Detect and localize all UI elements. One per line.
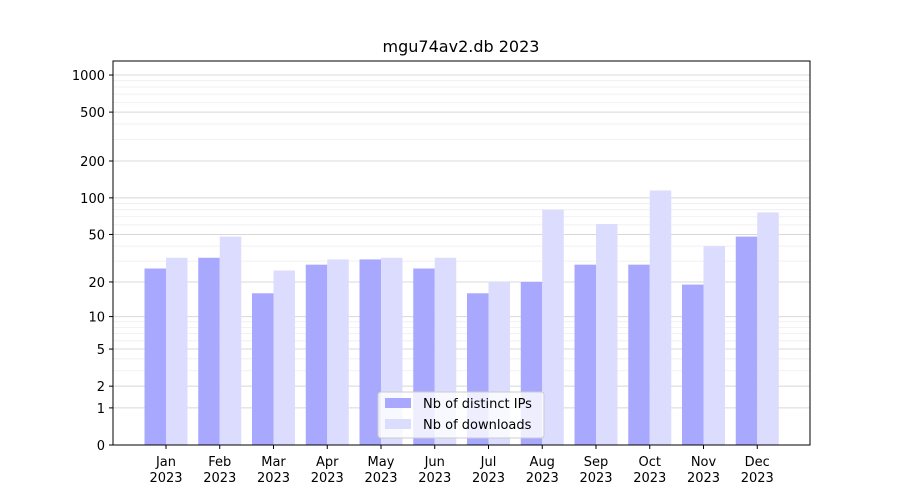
bar-distinct-ips-9: [574, 264, 596, 445]
x-tick-label: Dec 2023: [741, 455, 774, 486]
bar-downloads-11: [703, 246, 725, 445]
bar-distinct-ips-4: [305, 264, 328, 445]
y-tick-label: 5: [97, 343, 105, 358]
x-tick-label: Oct 2023: [633, 455, 666, 486]
y-tick-label: 1000: [72, 69, 105, 84]
bar-distinct-ips-10: [628, 264, 650, 445]
y-tick-label: 20: [88, 276, 105, 291]
x-tick-label: Jul 2023: [472, 455, 505, 486]
bar-distinct-ips-2: [198, 257, 220, 445]
x-tick-label: May 2023: [364, 455, 397, 486]
bar-downloads-12: [757, 212, 779, 445]
legend-swatch-downloads: [385, 419, 411, 429]
bar-distinct-ips-5: [359, 259, 381, 445]
bar-downloads-4: [327, 259, 349, 445]
x-tick-label: Jun 2023: [418, 455, 451, 486]
bar-downloads-9: [596, 223, 618, 445]
chart-title: mgu74av2.db 2023: [383, 37, 540, 56]
y-tick-label: 10: [88, 311, 105, 326]
x-tick-label: Jan 2023: [149, 455, 182, 486]
bar-downloads-3: [273, 270, 295, 445]
legend: Nb of distinct IPs Nb of downloads: [377, 391, 545, 439]
x-tick-label: Apr 2023: [311, 455, 344, 486]
bar-downloads-8: [542, 209, 564, 445]
legend-label-downloads: Nb of downloads: [423, 418, 532, 433]
y-tick-label: 1: [97, 402, 105, 417]
bar-downloads-1: [166, 257, 188, 445]
y-axis: 0 1 2 5 10 20 50 100 200 500 1000: [72, 69, 113, 454]
bar-downloads-2: [219, 236, 242, 445]
y-tick-label: 200: [80, 155, 105, 170]
x-tick-label: Mar 2023: [257, 455, 290, 486]
bar-distinct-ips-3: [252, 293, 274, 445]
legend-box: [377, 391, 545, 439]
bar-distinct-ips-11: [682, 284, 704, 445]
y-tick-label: 500: [80, 106, 105, 121]
x-tick-label: Feb 2023: [203, 455, 236, 486]
bar-downloads-10: [649, 190, 672, 445]
y-tick-label: 2: [97, 380, 105, 395]
x-axis: Jan 2023 Feb 2023 Mar 2023 Apr 2023 May 2023 Jun 20…: [149, 445, 774, 486]
x-tick-label: Aug 2023: [526, 455, 559, 486]
y-tick-label: 0: [97, 439, 105, 454]
bar-distinct-ips-12: [735, 236, 758, 445]
bar-distinct-ips-1: [144, 268, 166, 445]
x-tick-label: Nov 2023: [687, 455, 720, 486]
legend-label-distinct-ips: Nb of distinct IPs: [423, 397, 532, 412]
y-tick-label: 50: [88, 228, 105, 243]
plot-frame: [112, 60, 811, 446]
y-tick-label: 100: [80, 192, 105, 207]
legend-swatch-distinct-ips: [385, 398, 411, 408]
x-tick-label: Sep 2023: [579, 455, 612, 486]
